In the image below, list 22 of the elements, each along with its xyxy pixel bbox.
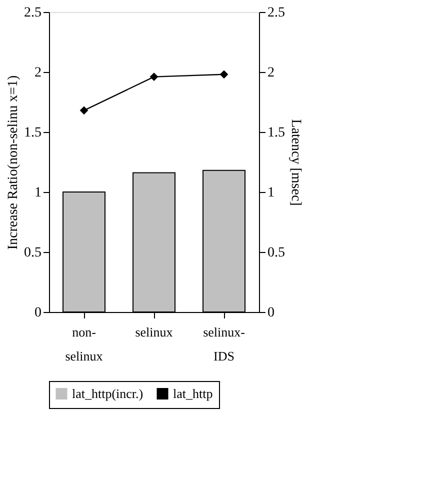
point [150, 72, 158, 81]
y-tick-label: 0.5 [24, 246, 42, 260]
x-tick-label: selinux-IDS [203, 324, 245, 364]
point [220, 70, 228, 79]
x-tick-label: non-selinux [65, 324, 104, 364]
x-tick-label: selinux [135, 324, 174, 340]
y-tick-label: 1.5 [24, 126, 42, 140]
y2-tick-label: 2 [268, 66, 274, 80]
y-tick-label: 2.5 [24, 6, 42, 20]
legend-label: lat_http [173, 386, 213, 401]
legend-label: lat_http(incr.) [72, 386, 144, 401]
y2-axis-title: Latency [msec] [288, 119, 303, 206]
y-tick-label: 0 [34, 306, 42, 320]
y2-tick-label: 1.5 [268, 126, 285, 140]
y2-tick-label: 0.5 [268, 246, 285, 260]
y2-tick-label: 0 [268, 306, 274, 320]
y2-tick-label: 2.5 [268, 6, 285, 20]
y-tick-label: 2 [34, 66, 42, 80]
y-axis-title: Increase Ratio(non-selinu x=1) [6, 75, 21, 250]
y2-tick-label: 1 [268, 186, 274, 200]
point [80, 106, 88, 115]
y-tick-label: 1 [34, 186, 42, 200]
